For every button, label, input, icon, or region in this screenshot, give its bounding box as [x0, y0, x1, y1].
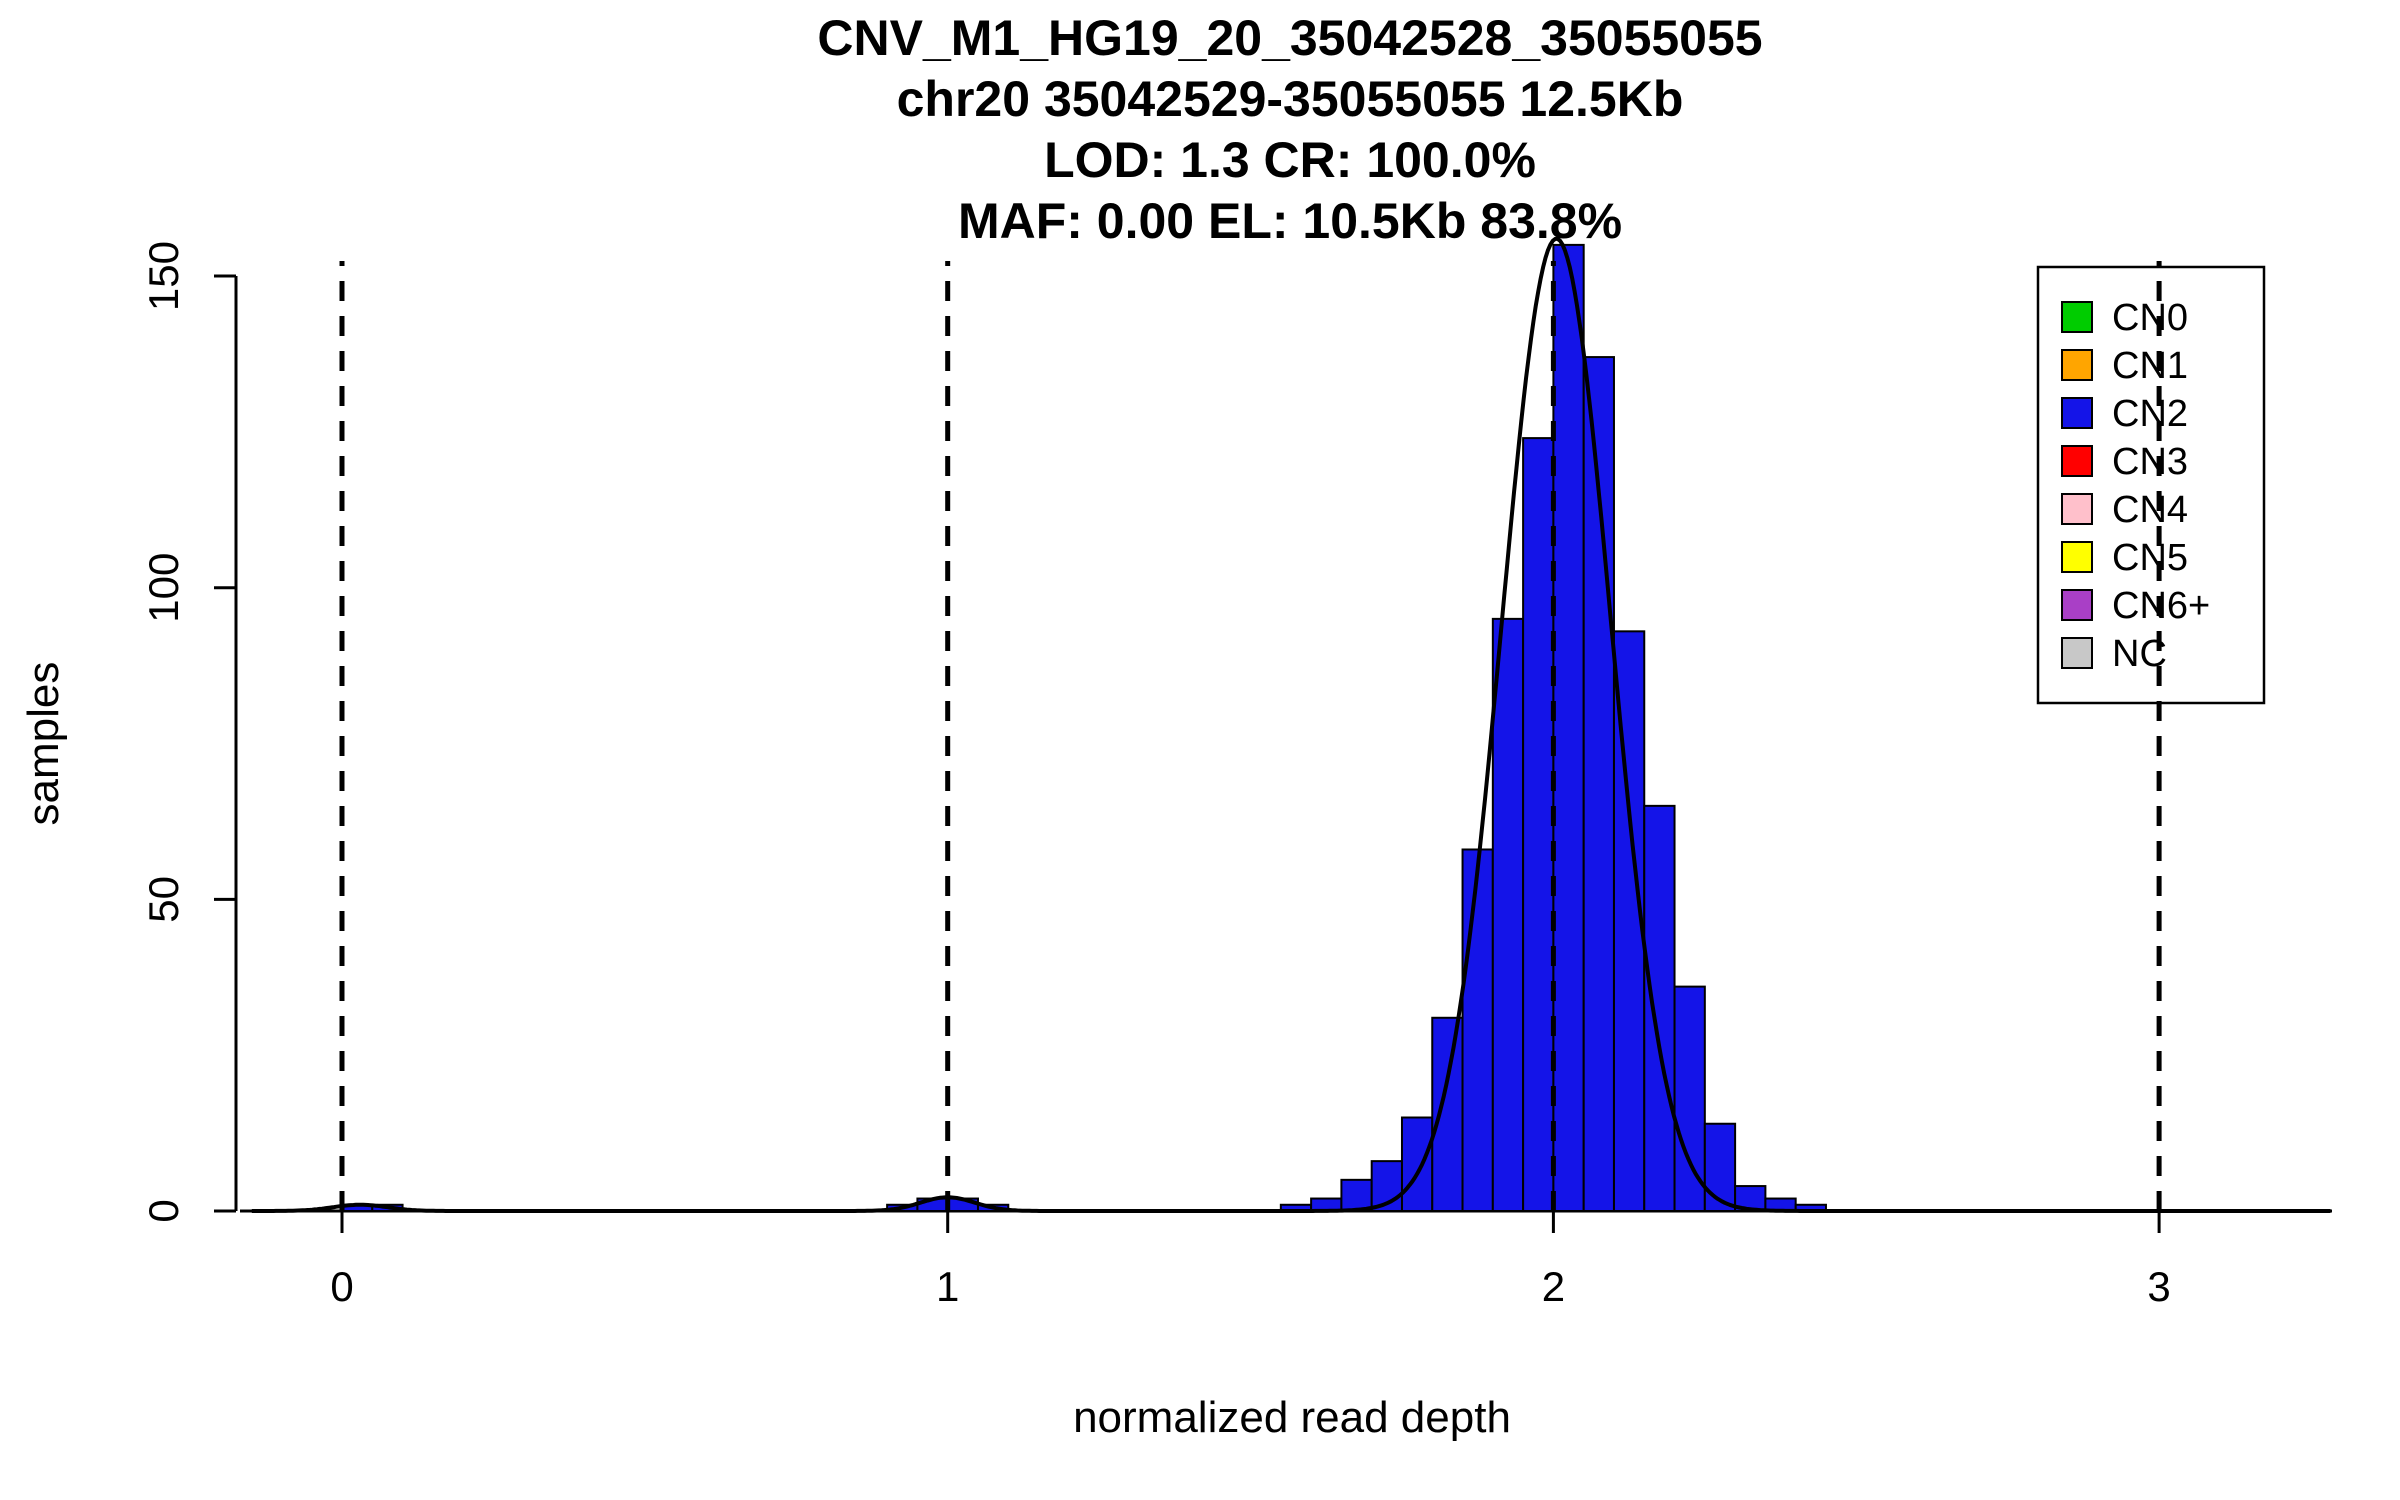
histogram-bar [1673, 985, 1706, 1212]
legend-label: CN4 [2112, 489, 2188, 531]
y-tick-label: 100 [140, 553, 187, 623]
chart-title-line-3: LOD: 1.3 CR: 100.0% [1044, 132, 1536, 188]
legend-label: CN1 [2112, 345, 2188, 387]
histogram-bar [1400, 1116, 1434, 1213]
y-tick-label: 50 [140, 876, 187, 923]
histogram-bar [1643, 804, 1676, 1212]
histogram-bar [1431, 1016, 1464, 1212]
chart-title-line-4: MAF: 0.00 EL: 10.5Kb 83.8% [957, 193, 1623, 249]
x-tick-label: 1 [936, 1263, 959, 1310]
x-axis-title: normalized read depth [1073, 1393, 1511, 1442]
legend-label: CN3 [2112, 441, 2188, 483]
legend-swatch-cn6plus [2061, 589, 2093, 621]
x-tick-label: 2 [1542, 1263, 1565, 1310]
histogram-bar [1703, 1122, 1737, 1213]
x-tick-label: 3 [2147, 1263, 2170, 1310]
legend-swatch-nc [2061, 637, 2093, 669]
legend-label: CN0 [2112, 297, 2188, 339]
chart-title-line-2: chr20 35042529-35055055 12.5Kb [896, 71, 1684, 127]
y-axis-title: samples [19, 662, 68, 826]
histogram-bar [1552, 243, 1585, 1212]
density-curve [251, 236, 2331, 1213]
histogram-bar [1340, 1178, 1373, 1212]
legend-box [2036, 265, 2266, 705]
legend-swatch-cn5 [2061, 541, 2093, 573]
chart-title-block: CNV_M1_HG19_20_35042528_35055055 chr20 3… [190, 8, 2390, 252]
legend-label: CN2 [2112, 393, 2188, 435]
chart-title-line-1: CNV_M1_HG19_20_35042528_35055055 [817, 10, 1763, 66]
legend-swatch-cn0 [2061, 301, 2093, 333]
x-tick-label: 0 [330, 1263, 353, 1310]
histogram-bar [1491, 617, 1525, 1212]
legend-label: CN5 [2112, 537, 2188, 579]
legend-swatch-cn4 [2061, 493, 2093, 525]
legend-swatch-cn2 [2061, 397, 2093, 429]
legend-swatch-cn3 [2061, 445, 2093, 477]
histogram-bar [1461, 848, 1494, 1213]
legend-swatch-cn1 [2061, 349, 2093, 381]
histogram-bar [1522, 437, 1555, 1213]
y-tick-label: 150 [140, 241, 187, 311]
y-tick-label: 0 [140, 1199, 187, 1222]
